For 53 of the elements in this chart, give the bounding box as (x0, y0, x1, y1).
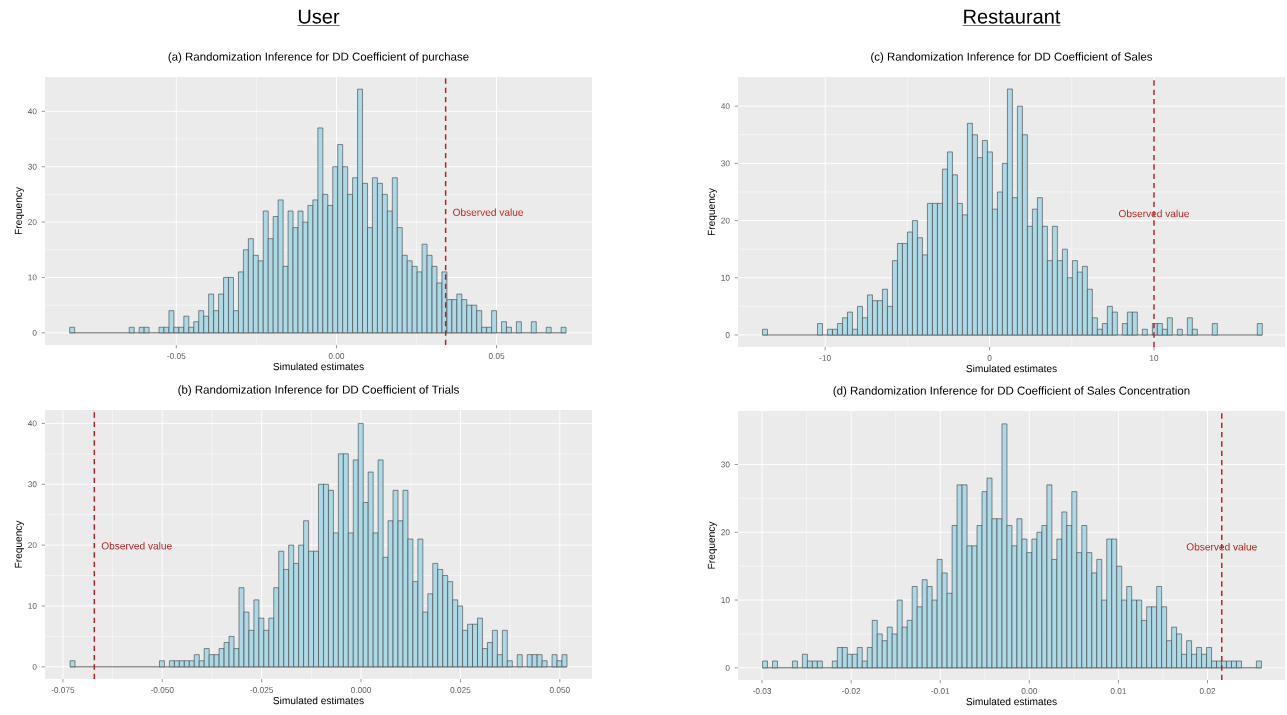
x-tick-label: -0.050 (150, 687, 174, 693)
x-axis-title: Simulated estimates (966, 697, 1057, 706)
x-axis-title: Simulated estimates (966, 364, 1057, 373)
y-tick-label: 30 (28, 481, 37, 488)
y-axis-title: Frequency (14, 520, 24, 568)
x-axis-title: Simulated estimates (273, 362, 364, 371)
y-axis-title: Frequency (14, 187, 24, 235)
y-tick-label: 0 (725, 664, 730, 671)
text: User (298, 9, 340, 24)
x-tick-label: -0.05 (167, 353, 186, 359)
y-tick-label: 0 (725, 332, 730, 338)
y-tick-label: 40 (720, 103, 730, 110)
x-tick-label: 0.00 (1021, 688, 1038, 694)
y-tick-label: 20 (28, 542, 37, 549)
x-tick-label: 0.050 (549, 687, 570, 693)
y-tick-label: 20 (721, 217, 730, 224)
x-tick-label: -0.02 (842, 688, 861, 694)
x-tick-label: 0.05 (488, 353, 505, 359)
y-tick-label: 30 (721, 160, 730, 167)
y-tick-label: 40 (27, 108, 37, 115)
y-axis-title: Frequency (707, 521, 717, 569)
chart-title: (d) Randomization Inference for DD Coefficient of Sales Concentration (833, 386, 1190, 397)
chart-title: (a) Randomization Inference for DD Coefficient of purchase (168, 52, 469, 63)
y-tick-label: 0 (32, 329, 37, 336)
y-tick-label: 30 (28, 163, 37, 170)
chart-title: (b) Randomization Inference for DD Coefficient of Trials (178, 385, 459, 396)
y-tick-label: 0 (32, 663, 37, 670)
text: Restaurant (964, 9, 1061, 24)
x-tick-label: -0.075 (51, 687, 75, 693)
y-tick-label: 40 (27, 420, 37, 427)
y-tick-label: 10 (28, 274, 37, 281)
x-tick-label: -0.025 (250, 687, 274, 693)
chart-title: (c) Randomization Inference for DD Coefficient of Sales (871, 52, 1153, 63)
x-tick-label: -0.01 (931, 688, 950, 694)
x-axis-title: Simulated estimates (273, 696, 364, 705)
y-tick-label: 10 (28, 603, 37, 609)
ref-line-label: Observed value (101, 542, 172, 550)
x-tick-label: 0.01 (1110, 688, 1127, 694)
y-tick-label: 20 (721, 529, 730, 536)
x-tick-label: -10 (819, 355, 831, 361)
y-axis-title: Frequency (707, 188, 717, 236)
x-tick-label: 0.025 (450, 687, 471, 693)
x-tick-label: 0 (987, 355, 992, 361)
y-tick-label: 10 (721, 597, 730, 603)
x-tick-label: 10 (1150, 355, 1159, 361)
x-tick-label: 0.02 (1199, 688, 1216, 694)
x-tick-label: 0.00 (328, 353, 345, 359)
ref-line-label: Observed value (453, 208, 524, 216)
y-tick-label: 30 (721, 461, 730, 468)
x-tick-label: 0.000 (351, 687, 372, 693)
x-tick-label: -0.03 (753, 688, 772, 694)
y-tick-label: 20 (28, 219, 37, 225)
y-tick-label: 10 (721, 274, 730, 281)
